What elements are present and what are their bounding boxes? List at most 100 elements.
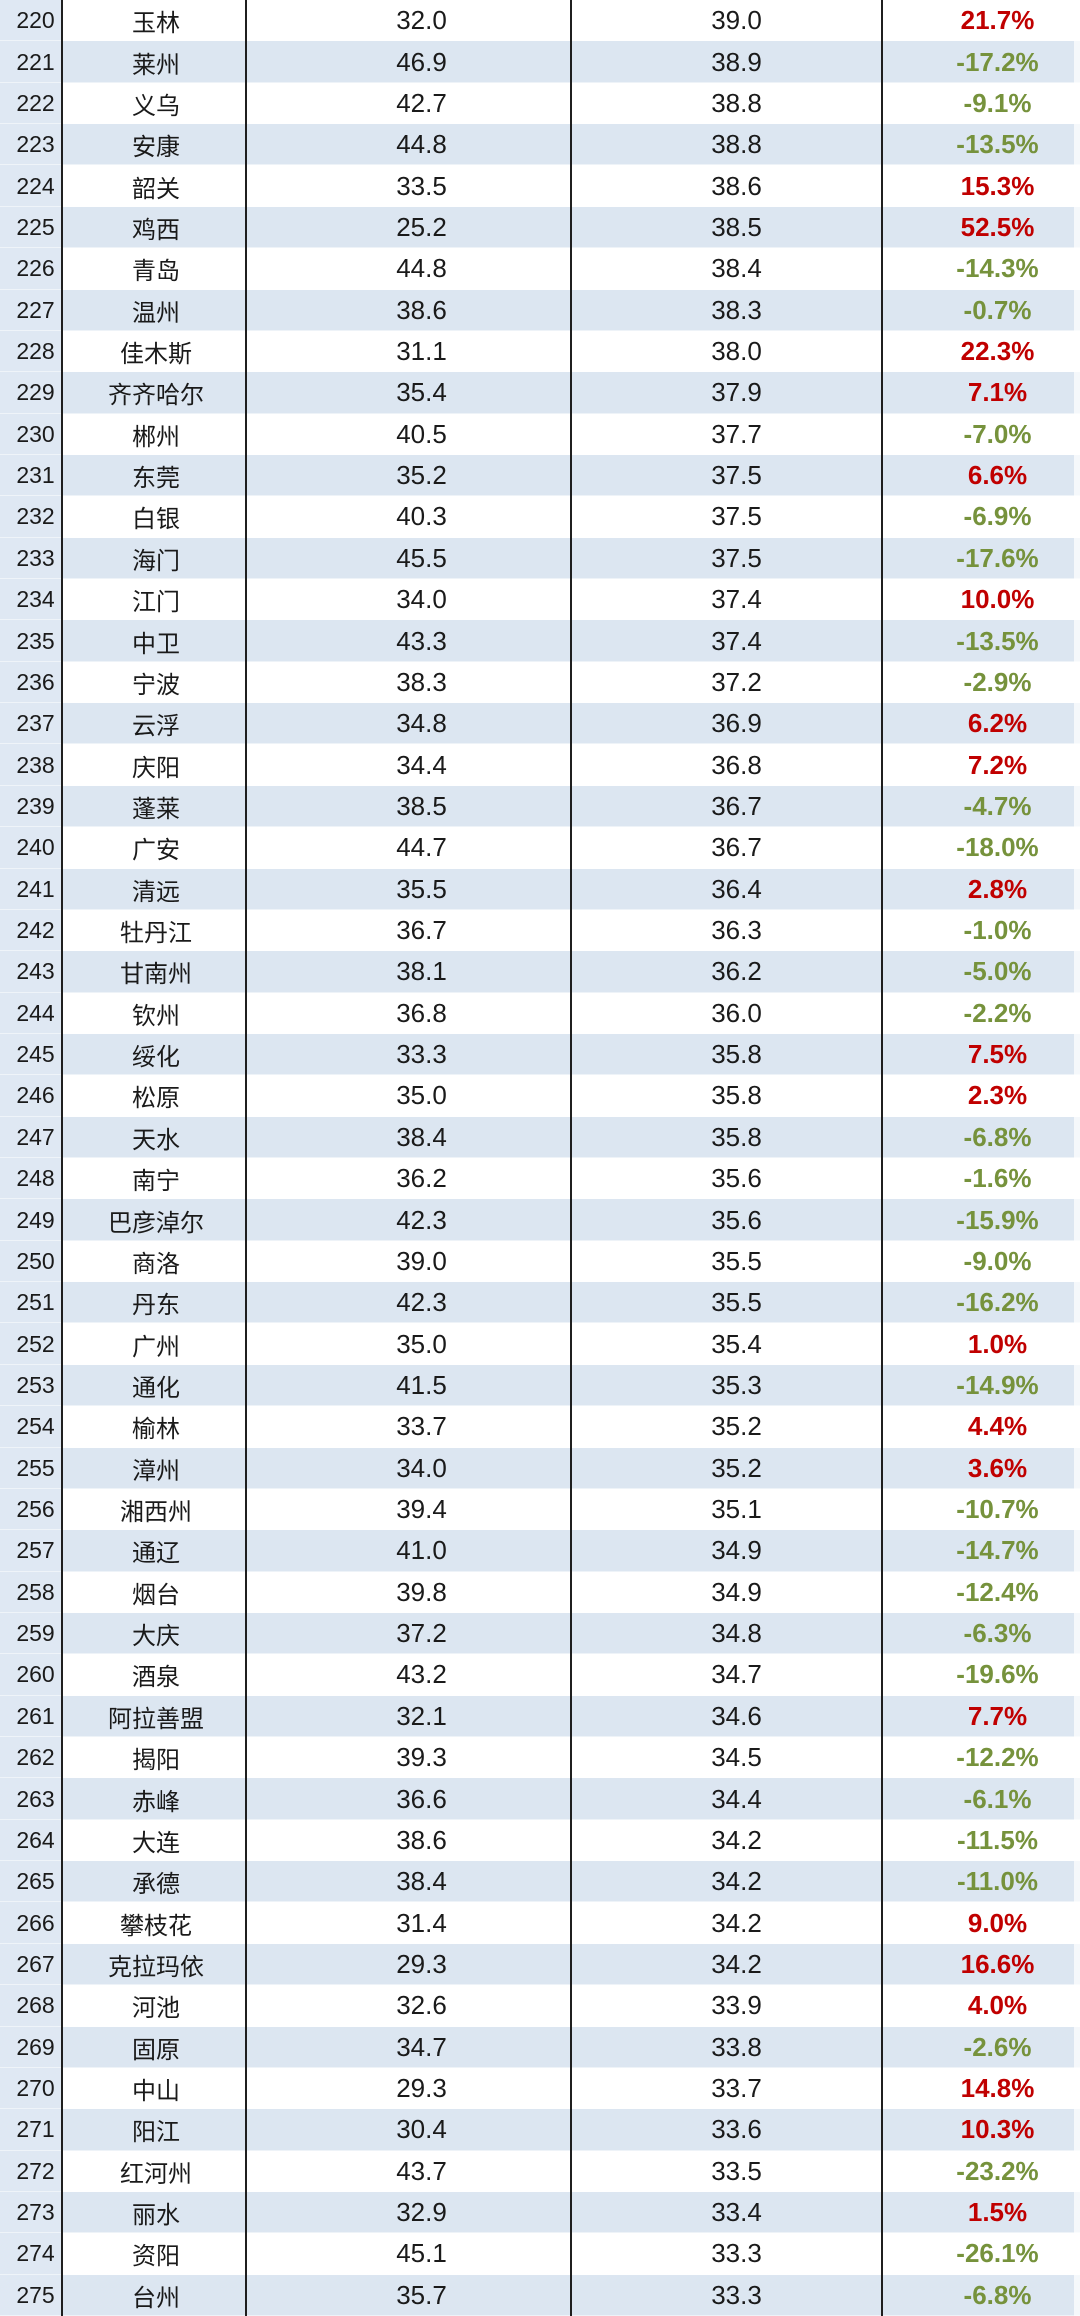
value2-cell: 33.5 <box>572 2150 883 2192</box>
table-row: 247 天水 38.4 35.8 -6.8% <box>0 1116 1080 1159</box>
city-name-cell: 钦州 <box>63 992 247 1034</box>
value1-cell: 38.1 <box>247 951 572 993</box>
city-name-cell: 榆林 <box>63 1406 247 1448</box>
value2-cell: 35.2 <box>572 1447 883 1489</box>
value1-cell: 38.6 <box>247 1819 572 1862</box>
change-percent-cell: -1.0% <box>883 909 1080 952</box>
change-percent-cell: -17.2% <box>883 41 1080 83</box>
rank-cell: 232 <box>0 496 63 538</box>
value1-cell: 35.2 <box>247 454 572 497</box>
value2-cell: 35.5 <box>572 1240 883 1283</box>
rank-cell: 260 <box>0 1654 63 1696</box>
value2-cell: 37.9 <box>572 372 883 414</box>
value1-cell: 32.0 <box>247 0 572 42</box>
table-row: 239 蓬莱 38.5 36.7 -4.7% <box>0 785 1080 828</box>
change-percent-cell: -14.7% <box>883 1530 1080 1572</box>
city-name-cell: 通辽 <box>63 1530 247 1572</box>
change-percent-cell: 2.3% <box>883 1075 1080 1117</box>
change-percent-cell: -1.6% <box>883 1158 1080 1200</box>
city-name-cell: 义乌 <box>63 82 247 125</box>
change-percent-cell: -2.6% <box>883 2026 1080 2068</box>
value2-cell: 38.4 <box>572 248 883 290</box>
value1-cell: 36.6 <box>247 1778 572 1820</box>
value2-cell: 35.2 <box>572 1406 883 1448</box>
rank-cell: 258 <box>0 1571 63 1613</box>
table-row: 220 玉林 32.0 39.0 21.7% <box>0 0 1080 42</box>
value1-cell: 40.5 <box>247 413 572 455</box>
table-row: 275 台州 35.7 33.3 -6.8% <box>0 2274 1080 2316</box>
value1-cell: 39.8 <box>247 1571 572 1613</box>
value2-cell: 35.4 <box>572 1323 883 1365</box>
city-name-cell: 攀枝花 <box>63 1902 247 1944</box>
table-row: 265 承德 38.4 34.2 -11.0% <box>0 1861 1080 1903</box>
rank-cell: 224 <box>0 165 63 207</box>
city-name-cell: 烟台 <box>63 1571 247 1613</box>
value1-cell: 44.8 <box>247 248 572 290</box>
table-row: 264 大连 38.6 34.2 -11.5% <box>0 1819 1080 1862</box>
change-percent-cell: -6.8% <box>883 1116 1080 1158</box>
table-row: 262 揭阳 39.3 34.5 -12.2% <box>0 1737 1080 1779</box>
city-name-cell: 揭阳 <box>63 1737 247 1779</box>
value1-cell: 36.2 <box>247 1158 572 1200</box>
city-name-cell: 绥化 <box>63 1033 247 1076</box>
change-percent-cell: -9.0% <box>883 1240 1080 1283</box>
change-percent-cell: 6.6% <box>883 454 1080 497</box>
rank-cell: 226 <box>0 248 63 290</box>
rank-cell: 261 <box>0 1695 63 1737</box>
table-row: 273 丽水 32.9 33.4 1.5% <box>0 2191 1080 2234</box>
value2-cell: 37.4 <box>572 620 883 662</box>
table-row: 240 广安 44.7 36.7 -18.0% <box>0 827 1080 869</box>
city-name-cell: 大连 <box>63 1819 247 1862</box>
value2-cell: 38.5 <box>572 206 883 249</box>
rank-cell: 250 <box>0 1240 63 1283</box>
city-name-cell: 青岛 <box>63 248 247 290</box>
city-name-cell: 东莞 <box>63 454 247 497</box>
change-percent-cell: -16.2% <box>883 1282 1080 1324</box>
value1-cell: 42.3 <box>247 1282 572 1324</box>
value2-cell: 35.6 <box>572 1158 883 1200</box>
value1-cell: 34.4 <box>247 744 572 786</box>
value1-cell: 35.0 <box>247 1323 572 1365</box>
change-percent-cell: -6.9% <box>883 496 1080 538</box>
value2-cell: 34.2 <box>572 1943 883 1986</box>
value1-cell: 33.3 <box>247 1033 572 1076</box>
city-name-cell: 江门 <box>63 579 247 621</box>
value1-cell: 42.7 <box>247 82 572 125</box>
value1-cell: 34.0 <box>247 579 572 621</box>
city-name-cell: 松原 <box>63 1075 247 1117</box>
rank-cell: 239 <box>0 785 63 828</box>
rank-cell: 225 <box>0 206 63 249</box>
city-name-cell: 资阳 <box>63 2233 247 2275</box>
value2-cell: 35.1 <box>572 1488 883 1531</box>
value1-cell: 35.0 <box>247 1075 572 1117</box>
city-name-cell: 阳江 <box>63 2109 247 2151</box>
change-percent-cell: 22.3% <box>883 330 1080 373</box>
value1-cell: 44.7 <box>247 827 572 869</box>
value1-cell: 37.2 <box>247 1612 572 1655</box>
value2-cell: 34.9 <box>572 1530 883 1572</box>
value2-cell: 38.9 <box>572 41 883 83</box>
value2-cell: 38.8 <box>572 82 883 125</box>
value2-cell: 33.8 <box>572 2026 883 2068</box>
table-row: 221 莱州 46.9 38.9 -17.2% <box>0 41 1080 84</box>
rank-cell: 228 <box>0 330 63 373</box>
table-row: 267 克拉玛依 29.3 34.2 16.6% <box>0 1943 1080 1986</box>
change-percent-cell: -9.1% <box>883 82 1080 125</box>
table-row: 256 湘西州 39.4 35.1 -10.7% <box>0 1488 1080 1531</box>
table-row: 269 固原 34.7 33.8 -2.6% <box>0 2026 1080 2069</box>
city-name-cell: 清远 <box>63 868 247 910</box>
table-row: 259 大庆 37.2 34.8 -6.3% <box>0 1612 1080 1655</box>
change-percent-cell: 15.3% <box>883 165 1080 207</box>
value2-cell: 34.5 <box>572 1737 883 1779</box>
change-percent-cell: -2.2% <box>883 992 1080 1034</box>
city-name-cell: 红河州 <box>63 2150 247 2192</box>
table-row: 271 阳江 30.4 33.6 10.3% <box>0 2109 1080 2151</box>
rank-cell: 267 <box>0 1943 63 1986</box>
city-name-cell: 牡丹江 <box>63 909 247 952</box>
value1-cell: 44.8 <box>247 124 572 166</box>
value2-cell: 33.4 <box>572 2191 883 2234</box>
change-percent-cell: -23.2% <box>883 2150 1080 2192</box>
change-percent-cell: -15.9% <box>883 1199 1080 1241</box>
rank-cell: 227 <box>0 289 63 331</box>
value2-cell: 33.7 <box>572 2067 883 2110</box>
